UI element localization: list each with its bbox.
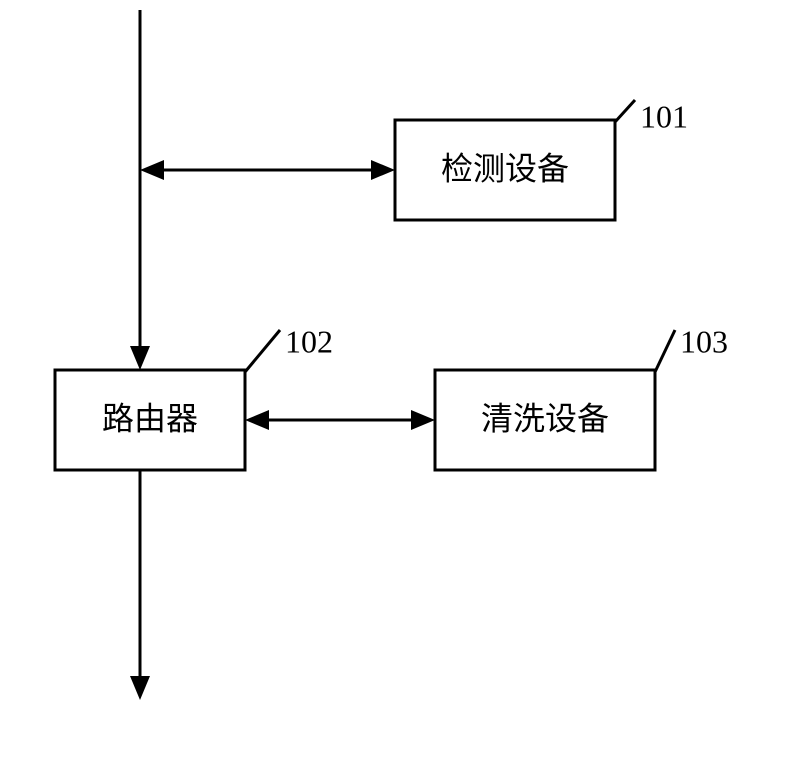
node-detect: 检测设备 101	[395, 98, 688, 220]
leader-line	[615, 100, 635, 122]
node-router-label: 路由器	[102, 400, 198, 436]
node-detect-ref: 101	[640, 98, 688, 134]
leader-line	[245, 330, 280, 372]
node-clean-ref: 103	[680, 323, 728, 359]
node-detect-label: 检测设备	[441, 150, 569, 186]
arrowhead	[140, 160, 164, 180]
arrowhead	[371, 160, 395, 180]
node-clean-label: 清洗设备	[481, 400, 609, 436]
node-router-ref: 102	[285, 323, 333, 359]
arrowhead	[130, 676, 150, 700]
arrowhead	[130, 346, 150, 370]
node-clean: 清洗设备 103	[435, 323, 728, 470]
arrowhead	[411, 410, 435, 430]
node-router: 路由器 102	[55, 323, 333, 470]
arrowhead	[245, 410, 269, 430]
leader-line	[655, 330, 675, 372]
